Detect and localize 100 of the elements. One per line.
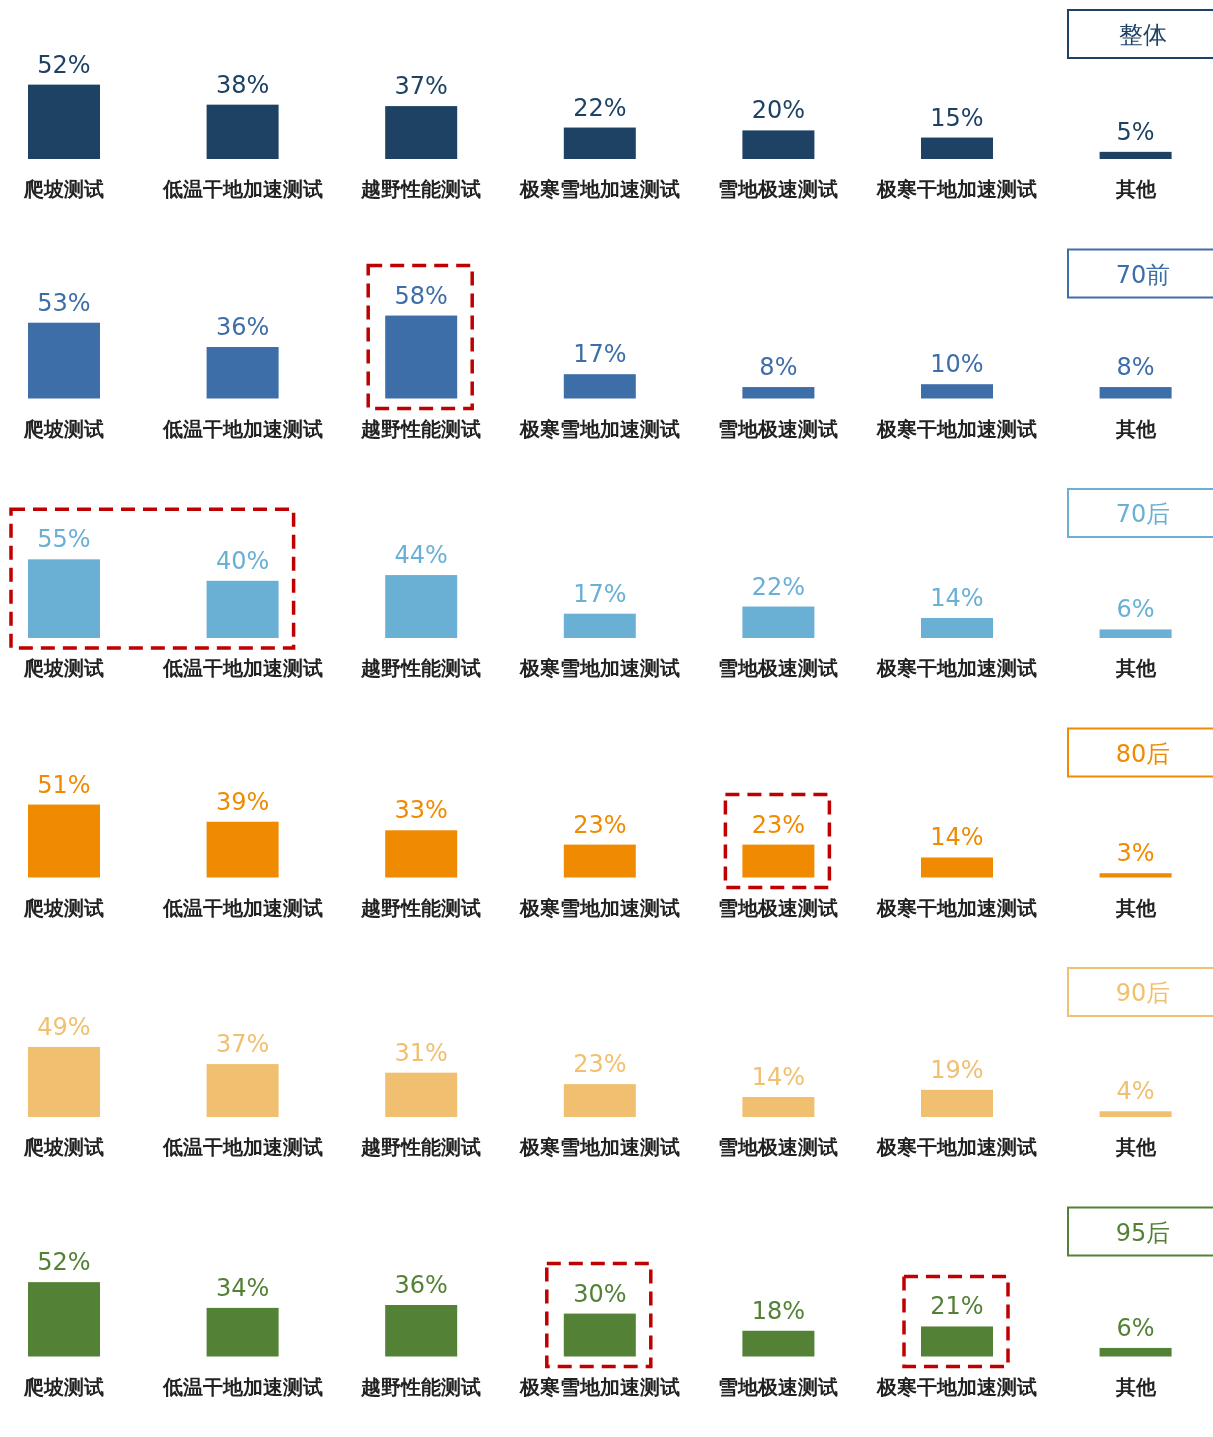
data-label: 18% xyxy=(751,1296,806,1325)
bar xyxy=(28,804,100,878)
bar xyxy=(206,580,279,638)
x-tick-label: 极寒雪地加速测试 xyxy=(518,1135,680,1159)
x-tick-label: 雪地极速测试 xyxy=(718,416,839,441)
x-tick-label: 极寒干地加速测试 xyxy=(876,895,1037,920)
x-tick-label: 越野性能测试 xyxy=(360,1135,482,1159)
bar xyxy=(1099,151,1172,159)
bar xyxy=(742,606,815,638)
x-tick-label: 低温干地加速测试 xyxy=(161,416,323,441)
chart-title: 整体 xyxy=(1119,21,1167,49)
x-tick-label: 低温干地加速测试 xyxy=(161,656,323,680)
x-tick-label: 越野性能测试 xyxy=(360,656,482,680)
x-tick-label: 越野性能测试 xyxy=(360,177,482,201)
x-tick-label: 极寒干地加速测试 xyxy=(876,177,1037,201)
data-label: 39% xyxy=(215,787,270,816)
data-label: 14% xyxy=(930,583,984,612)
data-label: 31% xyxy=(394,1038,448,1067)
bar xyxy=(385,575,458,638)
data-label: 33% xyxy=(394,796,448,825)
x-tick-label: 低温干地加速测试 xyxy=(161,1135,323,1159)
bar xyxy=(921,137,993,159)
data-label: 17% xyxy=(573,579,627,608)
x-tick-label: 其他 xyxy=(1114,895,1157,920)
x-tick-label: 爬坡测试 xyxy=(23,1374,104,1399)
bar xyxy=(1099,629,1172,638)
data-label: 49% xyxy=(37,1012,91,1041)
x-tick-label: 极寒雪地加速测试 xyxy=(518,1374,680,1399)
data-label: 6% xyxy=(1116,1313,1155,1342)
x-tick-label: 越野性能测试 xyxy=(360,1374,482,1399)
bar xyxy=(385,830,458,878)
x-tick-label: 其他 xyxy=(1114,416,1157,441)
bar xyxy=(28,559,100,638)
data-label: 55% xyxy=(37,525,91,554)
x-tick-label: 极寒干地加速测试 xyxy=(876,416,1037,441)
data-label: 19% xyxy=(930,1055,984,1084)
bar xyxy=(28,84,100,159)
data-label: 23% xyxy=(573,1050,627,1079)
x-tick-label: 爬坡测试 xyxy=(23,895,104,920)
data-label: 34% xyxy=(215,1273,270,1302)
bar xyxy=(206,347,279,399)
bar xyxy=(742,1330,815,1357)
bar xyxy=(1099,873,1172,878)
data-label: 10% xyxy=(930,350,984,379)
x-tick-label: 越野性能测试 xyxy=(360,416,482,441)
data-label: 52% xyxy=(37,1248,91,1277)
x-tick-label: 爬坡测试 xyxy=(23,416,104,441)
bar xyxy=(206,821,279,878)
data-label: 5% xyxy=(1116,117,1155,146)
bar xyxy=(742,387,815,399)
x-tick-label: 极寒雪地加速测试 xyxy=(518,177,680,201)
bar xyxy=(563,1084,636,1117)
bar xyxy=(1099,1111,1172,1117)
bar xyxy=(1099,387,1172,399)
bar xyxy=(563,1313,636,1357)
data-label: 8% xyxy=(759,353,798,382)
bar xyxy=(28,322,100,399)
bar xyxy=(28,1282,100,1357)
data-label: 6% xyxy=(1116,595,1155,624)
x-tick-label: 低温干地加速测试 xyxy=(161,177,323,201)
data-label: 21% xyxy=(930,1292,984,1321)
data-label: 36% xyxy=(215,313,270,342)
data-label: 17% xyxy=(573,340,627,369)
x-tick-label: 低温干地加速测试 xyxy=(161,1374,323,1399)
chart-title: 95后 xyxy=(1115,1218,1171,1247)
x-tick-label: 爬坡测试 xyxy=(23,177,104,201)
x-tick-label: 极寒雪地加速测试 xyxy=(518,895,680,920)
x-tick-label: 雪地极速测试 xyxy=(718,895,839,920)
data-label: 22% xyxy=(751,572,806,601)
bar xyxy=(921,1326,993,1357)
bar xyxy=(385,1305,458,1357)
chart-title: 70前 xyxy=(1115,260,1171,289)
bar xyxy=(742,1096,815,1117)
data-label: 53% xyxy=(37,288,91,317)
x-tick-label: 其他 xyxy=(1114,1374,1157,1399)
bar xyxy=(742,844,815,878)
x-tick-label: 其他 xyxy=(1114,177,1157,201)
x-tick-label: 极寒雪地加速测试 xyxy=(518,656,680,680)
x-tick-label: 极寒干地加速测试 xyxy=(876,1374,1037,1399)
bar xyxy=(1099,1347,1172,1357)
x-tick-label: 越野性能测试 xyxy=(360,895,482,920)
data-label: 44% xyxy=(394,541,448,570)
x-tick-label: 低温干地加速测试 xyxy=(161,895,323,920)
data-label: 40% xyxy=(215,546,270,575)
data-label: 23% xyxy=(573,810,627,839)
bar xyxy=(742,130,815,159)
x-tick-label: 雪地极速测试 xyxy=(718,656,839,680)
x-tick-label: 爬坡测试 xyxy=(23,656,104,680)
x-tick-label: 雪地极速测试 xyxy=(718,177,839,201)
bar xyxy=(28,1046,100,1117)
x-tick-label: 雪地极速测试 xyxy=(718,1135,839,1159)
data-label: 37% xyxy=(394,72,448,101)
x-tick-label: 极寒干地加速测试 xyxy=(876,1135,1037,1159)
bar xyxy=(921,857,993,878)
chart-title: 90后 xyxy=(1115,979,1171,1007)
data-label: 4% xyxy=(1116,1077,1155,1106)
data-label: 23% xyxy=(751,810,806,839)
bar xyxy=(563,127,636,159)
data-label: 36% xyxy=(394,1271,448,1300)
x-tick-label: 极寒雪地加速测试 xyxy=(518,416,680,441)
